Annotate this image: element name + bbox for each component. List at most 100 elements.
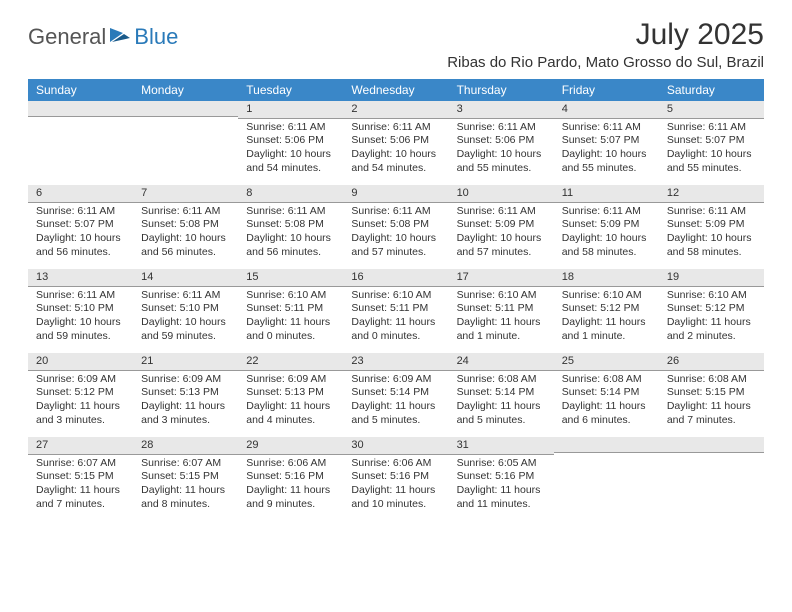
sunset-text: Sunset: 5:15 PM	[667, 386, 756, 400]
day-cell: 16Sunrise: 6:10 AMSunset: 5:11 PMDayligh…	[343, 269, 448, 353]
day-cell: 4Sunrise: 6:11 AMSunset: 5:07 PMDaylight…	[554, 101, 659, 185]
day-number: 30	[343, 437, 448, 455]
day-content: Sunrise: 6:07 AMSunset: 5:15 PMDaylight:…	[28, 455, 133, 520]
sunset-text: Sunset: 5:08 PM	[246, 218, 335, 232]
day-number: 31	[449, 437, 554, 455]
day-cell	[133, 101, 238, 185]
day-number: 10	[449, 185, 554, 203]
daylight-text: Daylight: 11 hours and 7 minutes.	[667, 400, 756, 427]
title-block: July 2025 Ribas do Rio Pardo, Mato Gross…	[447, 18, 764, 71]
sunset-text: Sunset: 5:11 PM	[457, 302, 546, 316]
daylight-text: Daylight: 11 hours and 3 minutes.	[141, 400, 230, 427]
sunrise-text: Sunrise: 6:11 AM	[667, 121, 756, 135]
day-cell: 6Sunrise: 6:11 AMSunset: 5:07 PMDaylight…	[28, 185, 133, 269]
sunset-text: Sunset: 5:15 PM	[36, 470, 125, 484]
day-number: 11	[554, 185, 659, 203]
sunset-text: Sunset: 5:09 PM	[667, 218, 756, 232]
week-row: 1Sunrise: 6:11 AMSunset: 5:06 PMDaylight…	[28, 101, 764, 185]
sunset-text: Sunset: 5:12 PM	[36, 386, 125, 400]
day-content: Sunrise: 6:11 AMSunset: 5:09 PMDaylight:…	[554, 203, 659, 268]
day-number: 1	[238, 101, 343, 119]
sunrise-text: Sunrise: 6:08 AM	[667, 373, 756, 387]
day-content: Sunrise: 6:11 AMSunset: 5:08 PMDaylight:…	[343, 203, 448, 268]
day-cell: 7Sunrise: 6:11 AMSunset: 5:08 PMDaylight…	[133, 185, 238, 269]
sunset-text: Sunset: 5:06 PM	[457, 134, 546, 148]
day-number: 8	[238, 185, 343, 203]
sunrise-text: Sunrise: 6:10 AM	[667, 289, 756, 303]
daylight-text: Daylight: 10 hours and 57 minutes.	[351, 232, 440, 259]
daylight-text: Daylight: 11 hours and 4 minutes.	[246, 400, 335, 427]
daylight-text: Daylight: 11 hours and 3 minutes.	[36, 400, 125, 427]
sunset-text: Sunset: 5:15 PM	[141, 470, 230, 484]
day-cell: 1Sunrise: 6:11 AMSunset: 5:06 PMDaylight…	[238, 101, 343, 185]
sunset-text: Sunset: 5:12 PM	[562, 302, 651, 316]
sunset-text: Sunset: 5:07 PM	[562, 134, 651, 148]
day-number: 18	[554, 269, 659, 287]
daylight-text: Daylight: 10 hours and 58 minutes.	[562, 232, 651, 259]
week-row: 13Sunrise: 6:11 AMSunset: 5:10 PMDayligh…	[28, 269, 764, 353]
day-content: Sunrise: 6:11 AMSunset: 5:07 PMDaylight:…	[28, 203, 133, 268]
daylight-text: Daylight: 11 hours and 9 minutes.	[246, 484, 335, 511]
day-cell: 18Sunrise: 6:10 AMSunset: 5:12 PMDayligh…	[554, 269, 659, 353]
day-number: 16	[343, 269, 448, 287]
day-content: Sunrise: 6:07 AMSunset: 5:15 PMDaylight:…	[133, 455, 238, 520]
day-number: 13	[28, 269, 133, 287]
day-content: Sunrise: 6:11 AMSunset: 5:08 PMDaylight:…	[133, 203, 238, 268]
sunset-text: Sunset: 5:16 PM	[351, 470, 440, 484]
week-row: 6Sunrise: 6:11 AMSunset: 5:07 PMDaylight…	[28, 185, 764, 269]
daylight-text: Daylight: 11 hours and 10 minutes.	[351, 484, 440, 511]
day-content: Sunrise: 6:11 AMSunset: 5:08 PMDaylight:…	[238, 203, 343, 268]
sunset-text: Sunset: 5:09 PM	[562, 218, 651, 232]
sunrise-text: Sunrise: 6:07 AM	[141, 457, 230, 471]
weeks-container: 1Sunrise: 6:11 AMSunset: 5:06 PMDaylight…	[28, 101, 764, 521]
day-cell: 15Sunrise: 6:10 AMSunset: 5:11 PMDayligh…	[238, 269, 343, 353]
sunrise-text: Sunrise: 6:06 AM	[351, 457, 440, 471]
day-number: 2	[343, 101, 448, 119]
weekday-tuesday: Tuesday	[238, 79, 343, 101]
daylight-text: Daylight: 11 hours and 0 minutes.	[246, 316, 335, 343]
sunrise-text: Sunrise: 6:11 AM	[141, 289, 230, 303]
daylight-text: Daylight: 10 hours and 55 minutes.	[562, 148, 651, 175]
day-number: 14	[133, 269, 238, 287]
daylight-text: Daylight: 11 hours and 6 minutes.	[562, 400, 651, 427]
weekday-saturday: Saturday	[659, 79, 764, 101]
daylight-text: Daylight: 10 hours and 55 minutes.	[667, 148, 756, 175]
day-number: 26	[659, 353, 764, 371]
sunrise-text: Sunrise: 6:11 AM	[562, 121, 651, 135]
day-cell: 2Sunrise: 6:11 AMSunset: 5:06 PMDaylight…	[343, 101, 448, 185]
day-number: 21	[133, 353, 238, 371]
sunset-text: Sunset: 5:07 PM	[667, 134, 756, 148]
day-cell: 29Sunrise: 6:06 AMSunset: 5:16 PMDayligh…	[238, 437, 343, 521]
daylight-text: Daylight: 11 hours and 5 minutes.	[457, 400, 546, 427]
weekday-sunday: Sunday	[28, 79, 133, 101]
day-number	[133, 101, 238, 117]
day-cell: 17Sunrise: 6:10 AMSunset: 5:11 PMDayligh…	[449, 269, 554, 353]
daylight-text: Daylight: 10 hours and 58 minutes.	[667, 232, 756, 259]
day-cell: 22Sunrise: 6:09 AMSunset: 5:13 PMDayligh…	[238, 353, 343, 437]
day-cell: 28Sunrise: 6:07 AMSunset: 5:15 PMDayligh…	[133, 437, 238, 521]
daylight-text: Daylight: 10 hours and 56 minutes.	[141, 232, 230, 259]
daylight-text: Daylight: 11 hours and 1 minute.	[562, 316, 651, 343]
sunset-text: Sunset: 5:16 PM	[246, 470, 335, 484]
day-cell: 31Sunrise: 6:05 AMSunset: 5:16 PMDayligh…	[449, 437, 554, 521]
daylight-text: Daylight: 11 hours and 1 minute.	[457, 316, 546, 343]
day-content: Sunrise: 6:11 AMSunset: 5:06 PMDaylight:…	[449, 119, 554, 184]
sunrise-text: Sunrise: 6:07 AM	[36, 457, 125, 471]
day-content: Sunrise: 6:10 AMSunset: 5:11 PMDaylight:…	[449, 287, 554, 352]
day-cell: 9Sunrise: 6:11 AMSunset: 5:08 PMDaylight…	[343, 185, 448, 269]
sunrise-text: Sunrise: 6:09 AM	[246, 373, 335, 387]
day-cell: 12Sunrise: 6:11 AMSunset: 5:09 PMDayligh…	[659, 185, 764, 269]
day-number	[28, 101, 133, 117]
sunset-text: Sunset: 5:14 PM	[457, 386, 546, 400]
header: General Blue July 2025 Ribas do Rio Pard…	[28, 18, 764, 71]
day-cell: 23Sunrise: 6:09 AMSunset: 5:14 PMDayligh…	[343, 353, 448, 437]
day-number: 23	[343, 353, 448, 371]
day-content: Sunrise: 6:05 AMSunset: 5:16 PMDaylight:…	[449, 455, 554, 520]
sunset-text: Sunset: 5:16 PM	[457, 470, 546, 484]
day-cell	[554, 437, 659, 521]
day-cell: 11Sunrise: 6:11 AMSunset: 5:09 PMDayligh…	[554, 185, 659, 269]
day-number: 6	[28, 185, 133, 203]
day-cell: 25Sunrise: 6:08 AMSunset: 5:14 PMDayligh…	[554, 353, 659, 437]
brand-logo: General Blue	[28, 24, 178, 50]
day-number: 7	[133, 185, 238, 203]
